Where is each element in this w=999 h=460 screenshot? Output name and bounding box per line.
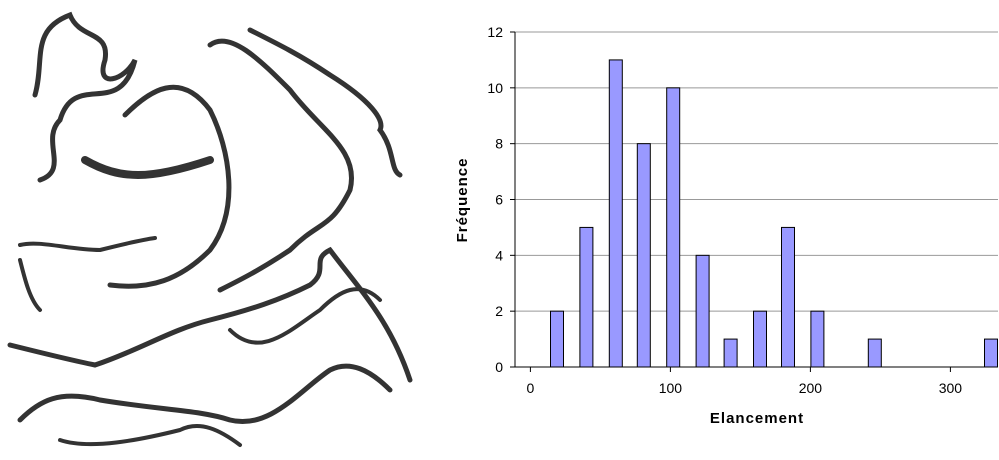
bar	[695, 254, 710, 368]
x-tick-label: 300	[939, 380, 963, 396]
y-tick-label: 8	[495, 136, 503, 152]
y-tick-label: 0	[495, 359, 503, 375]
x-tick-label: 0	[527, 380, 535, 396]
bar	[810, 310, 825, 368]
x-tick-label: 200	[799, 380, 823, 396]
bar	[781, 226, 795, 368]
y-tick-label: 2	[495, 303, 503, 319]
bar	[608, 59, 623, 368]
bar	[579, 226, 594, 368]
bar	[723, 338, 738, 368]
bar	[753, 310, 767, 368]
bar	[636, 143, 651, 368]
bar	[550, 310, 564, 368]
y-tick-label: 12	[487, 24, 503, 40]
bar	[666, 87, 681, 368]
bar	[867, 338, 882, 368]
y-axis-title: Fréquence	[454, 158, 471, 243]
y-tick-label: 4	[495, 247, 503, 263]
y-tick-label: 10	[487, 80, 503, 96]
x-tick-label: 100	[659, 380, 683, 396]
y-tick-label: 6	[495, 192, 503, 208]
bar	[984, 338, 998, 368]
x-axis-title: Elancement	[710, 410, 804, 427]
fiber-image	[7, 11, 413, 447]
